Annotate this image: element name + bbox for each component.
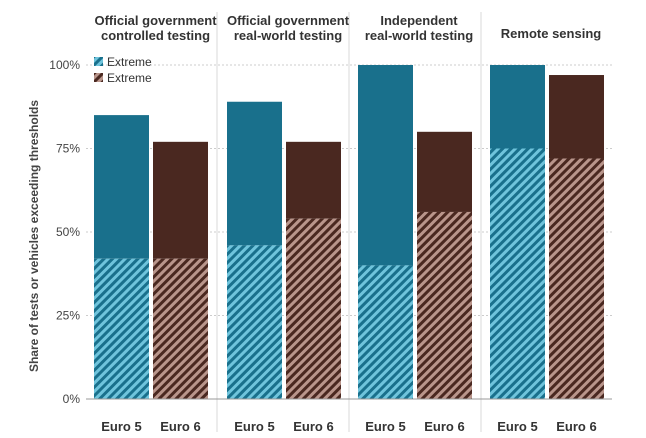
x-category-label: Euro 6	[556, 419, 596, 434]
panel-title: real-world testing	[365, 28, 473, 43]
panel-separators	[216, 12, 482, 432]
panel-title: Official government	[227, 13, 350, 28]
panel-title: Remote sensing	[501, 26, 601, 41]
bar-euro6-total	[286, 141, 341, 219]
bar-euro6-extreme	[286, 218, 341, 399]
bar-euro6-total	[549, 75, 604, 159]
bar-euro6-total	[417, 131, 472, 212]
x-category-label: Euro 5	[365, 419, 405, 434]
legend-label-euro5: Extreme	[107, 55, 152, 69]
x-category-label: Euro 6	[424, 419, 464, 434]
legend-swatch-euro5	[94, 57, 103, 66]
bar-euro6-extreme	[153, 258, 208, 399]
y-tick-label: 0%	[63, 392, 81, 406]
legend: Extreme Extreme	[94, 55, 152, 85]
y-tick-label: 75%	[56, 142, 80, 156]
bar-euro6-total	[153, 141, 208, 259]
bar-euro6-extreme	[417, 211, 472, 399]
bars	[94, 65, 604, 399]
bar-euro5-extreme	[358, 265, 413, 399]
y-tick-label: 100%	[49, 58, 80, 72]
bar-euro5-extreme	[94, 258, 149, 399]
panel-title: real-world testing	[234, 28, 342, 43]
y-axis-ticks: 0% 25% 50% 75% 100%	[49, 58, 80, 406]
bar-euro5-extreme	[490, 148, 545, 399]
bar-euro5-extreme	[227, 245, 282, 399]
bar-euro6-extreme	[549, 158, 604, 399]
x-category-label: Euro 6	[293, 419, 333, 434]
bar-euro5-total	[490, 65, 545, 149]
bar-euro5-total	[227, 101, 282, 246]
bar-euro5-total	[94, 115, 149, 259]
y-tick-label: 25%	[56, 309, 80, 323]
x-category-label: Euro 6	[160, 419, 200, 434]
x-category-label: Euro 5	[497, 419, 537, 434]
y-axis-label: Share of tests or vehicles exceeding thr…	[27, 100, 41, 372]
panel-title: Independent	[380, 13, 458, 28]
legend-swatch-euro6	[94, 73, 103, 82]
y-tick-label: 50%	[56, 225, 80, 239]
panel-title: Official government	[94, 13, 217, 28]
x-category-label: Euro 5	[234, 419, 274, 434]
x-axis-categories: Euro 5 Euro 6 Euro 5 Euro 6 Euro 5 Euro 6 Euro…	[101, 419, 596, 434]
x-category-label: Euro 5	[101, 419, 141, 434]
legend-label-euro6: Extreme	[107, 71, 152, 85]
bar-euro5-total	[358, 65, 413, 266]
panel-title: controlled testing	[101, 28, 210, 43]
